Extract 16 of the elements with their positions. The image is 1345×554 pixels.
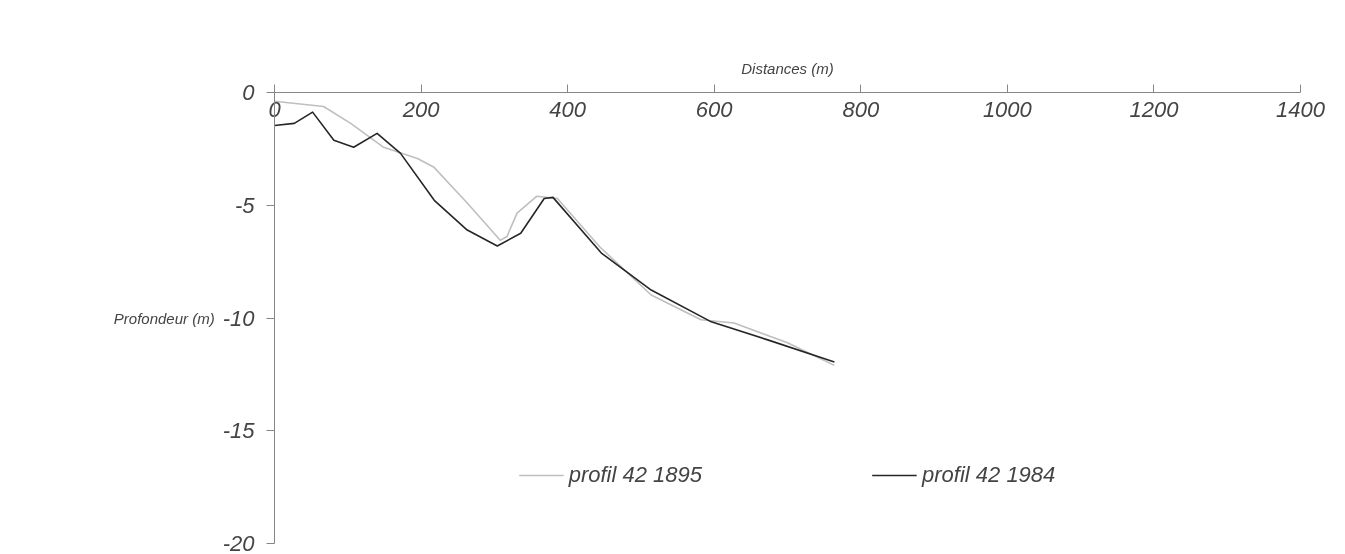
legend-label: profil 42 1984 bbox=[922, 462, 1056, 488]
y-tick-label: -20 bbox=[222, 531, 256, 554]
x-tick-label: 200 bbox=[401, 96, 441, 122]
x-axis-title: Distances (m) bbox=[741, 59, 834, 77]
y-tick-label: 0 bbox=[242, 80, 256, 105]
x-tick-label: 600 bbox=[695, 96, 734, 122]
y-tick-label: -10 bbox=[222, 305, 256, 331]
x-tick-label: 1200 bbox=[1129, 96, 1180, 122]
x-tick-label: 1400 bbox=[1276, 96, 1326, 122]
x-tick-label: 1000 bbox=[982, 96, 1033, 122]
legend-label: profil 42 1895 bbox=[568, 462, 702, 488]
y-tick-label: -15 bbox=[222, 418, 256, 444]
y-tick-label: -5 bbox=[234, 192, 256, 218]
x-tick-label: 400 bbox=[549, 96, 587, 122]
y-axis-title: Profondeur (m) bbox=[113, 309, 215, 327]
x-tick-label: 800 bbox=[842, 96, 880, 122]
